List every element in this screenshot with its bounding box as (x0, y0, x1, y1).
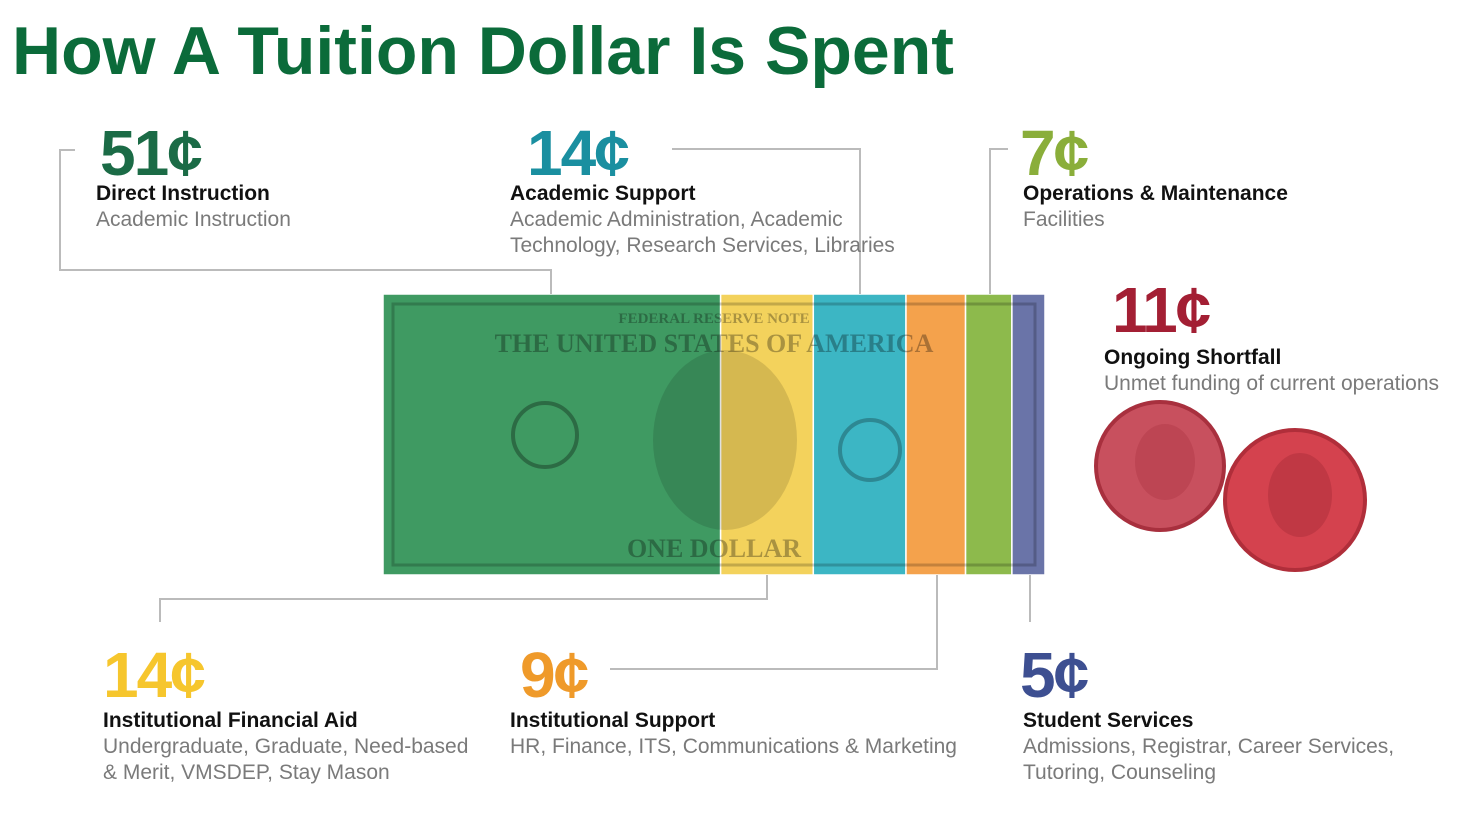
bill-segment (1011, 293, 1046, 576)
value-label: 5¢ (1020, 639, 1089, 711)
shortfall-value-label: 11¢ (1112, 274, 1211, 346)
title: How A Tuition Dollar Is Spent (12, 13, 954, 89)
category-name: Academic Support (510, 182, 696, 205)
bill-seal (511, 401, 579, 469)
category-name: Direct Instruction (96, 182, 270, 205)
connector (989, 148, 1008, 294)
dime-portrait (1135, 424, 1195, 500)
bill-portrait (653, 350, 797, 530)
value-label: 14¢ (103, 639, 205, 711)
value-label: 51¢ (100, 117, 202, 189)
category-name: Institutional Support (510, 709, 715, 732)
connector (672, 148, 861, 294)
value-label: 7¢ (1020, 117, 1089, 189)
category-description: Tutoring, Counseling (1023, 761, 1216, 784)
connector (59, 149, 552, 294)
connector (610, 575, 938, 670)
bill-segment (905, 293, 967, 576)
bill-segment (964, 293, 1013, 576)
category-description: & Merit, VMSDEP, Stay Mason (103, 761, 390, 784)
value-label: 14¢ (527, 117, 629, 189)
category-description: Technology, Research Services, Libraries (510, 234, 895, 257)
shortfall-name: Ongoing Shortfall (1104, 346, 1281, 369)
category-description: Admissions, Registrar, Career Services, (1023, 735, 1394, 758)
category-description: Undergraduate, Graduate, Need-based (103, 735, 468, 758)
bill-segment (382, 293, 722, 576)
bill-text: THE UNITED STATES OF AMERICA (495, 329, 934, 358)
bill-border (391, 302, 1037, 567)
category-name: Operations & Maintenance (1023, 182, 1288, 205)
bill-seal (838, 418, 902, 482)
bill-text: FEDERAL RESERVE NOTE (618, 311, 809, 327)
connector (159, 575, 768, 622)
penny-portrait (1268, 453, 1332, 537)
coins (1094, 400, 1367, 572)
category-name: Institutional Financial Aid (103, 709, 358, 732)
category-name: Student Services (1023, 709, 1193, 732)
shortfall-description: Unmet funding of current operations (1104, 372, 1439, 395)
category-description: Academic Administration, Academic (510, 208, 843, 231)
bill-text: ONE DOLLAR (627, 534, 801, 563)
category-description: Academic Instruction (96, 208, 291, 231)
category-description: HR, Finance, ITS, Communications & Marke… (510, 735, 957, 758)
category-description: Facilities (1023, 208, 1105, 231)
value-label: 9¢ (520, 639, 589, 711)
